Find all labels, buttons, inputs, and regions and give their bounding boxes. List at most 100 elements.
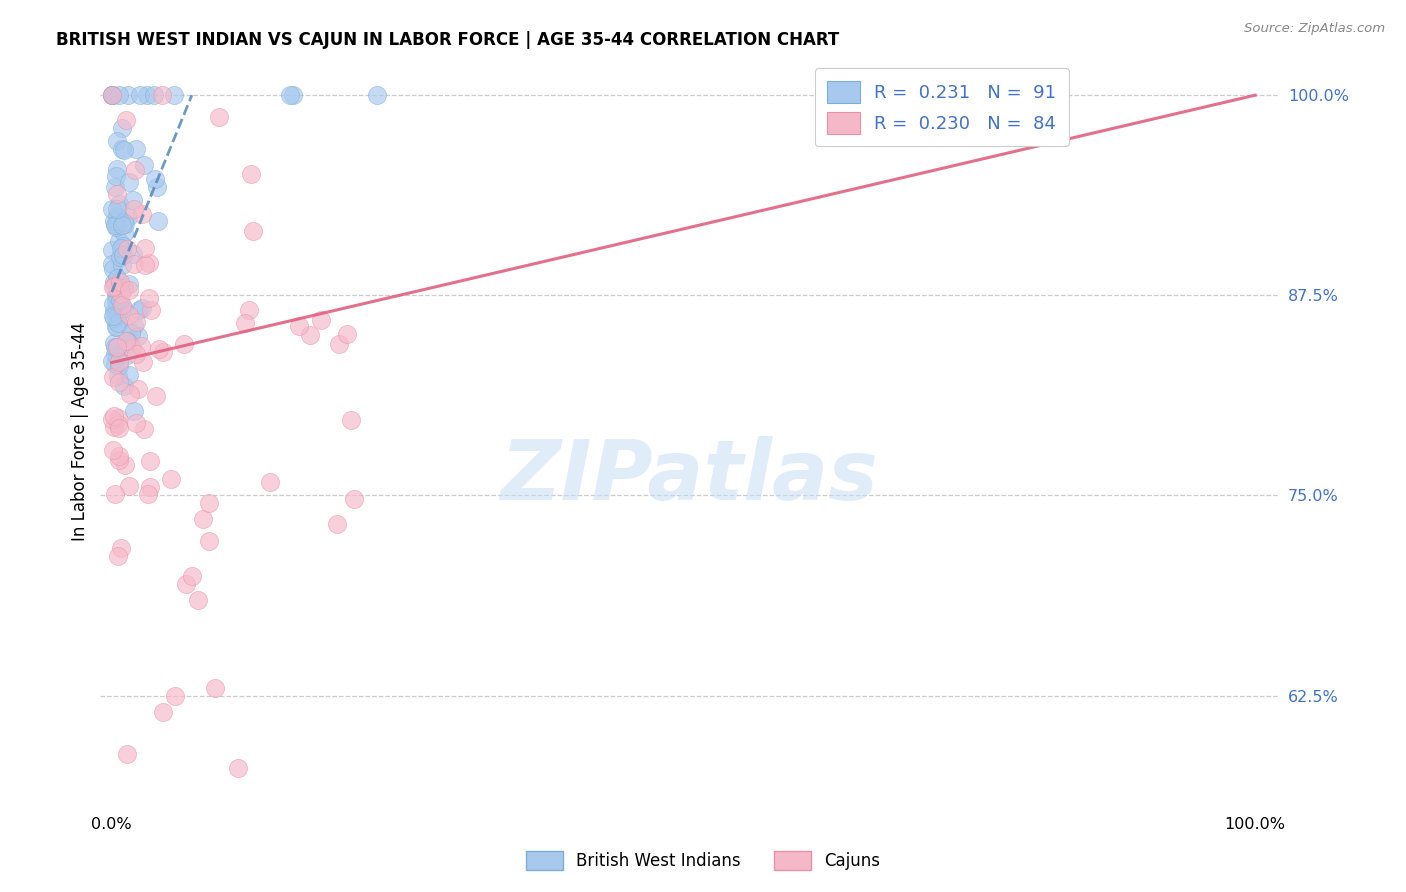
Point <box>152 705 174 719</box>
Point <box>259 475 281 489</box>
Point <box>104 357 127 371</box>
Point <box>118 308 141 322</box>
Point <box>326 516 349 531</box>
Point <box>101 309 124 323</box>
Point <box>118 335 141 350</box>
Point <box>111 248 134 262</box>
Point <box>101 88 124 103</box>
Point <box>101 280 124 294</box>
Point <box>208 110 231 124</box>
Point <box>101 88 124 103</box>
Point <box>122 318 145 333</box>
Point <box>112 281 135 295</box>
Point <box>226 761 249 775</box>
Point <box>104 218 127 232</box>
Point <box>139 480 162 494</box>
Point <box>107 308 129 322</box>
Point <box>118 479 141 493</box>
Point <box>107 375 129 389</box>
Point <box>114 112 136 127</box>
Point <box>108 293 131 308</box>
Point <box>111 219 134 233</box>
Point <box>103 275 125 289</box>
Point <box>173 337 195 351</box>
Point <box>135 88 157 103</box>
Point <box>238 302 260 317</box>
Point <box>139 302 162 317</box>
Point <box>108 275 131 289</box>
Point <box>107 355 129 369</box>
Point <box>115 747 138 762</box>
Point <box>118 387 141 401</box>
Point <box>111 258 134 272</box>
Point <box>104 169 127 183</box>
Point <box>121 341 143 355</box>
Point <box>104 180 127 194</box>
Point <box>101 370 124 384</box>
Point <box>298 327 321 342</box>
Point <box>111 298 134 312</box>
Point <box>114 227 136 241</box>
Point <box>107 417 129 432</box>
Point <box>146 179 169 194</box>
Point <box>118 175 141 189</box>
Point <box>134 259 156 273</box>
Point <box>105 340 128 354</box>
Point <box>104 487 127 501</box>
Point <box>101 202 124 217</box>
Point <box>108 421 131 435</box>
Point <box>132 157 155 171</box>
Point <box>103 278 125 293</box>
Point <box>108 301 131 315</box>
Point <box>125 346 148 360</box>
Point <box>120 326 142 340</box>
Point <box>105 319 128 334</box>
Point <box>108 452 131 467</box>
Point <box>160 472 183 486</box>
Point <box>103 310 125 325</box>
Point <box>136 487 159 501</box>
Point <box>122 202 145 217</box>
Point <box>103 336 125 351</box>
Point <box>101 257 124 271</box>
Point <box>139 454 162 468</box>
Point <box>104 347 127 361</box>
Point <box>107 549 129 564</box>
Point <box>105 202 128 216</box>
Point <box>242 224 264 238</box>
Point <box>148 343 170 357</box>
Point <box>112 215 135 229</box>
Point <box>110 286 132 301</box>
Point <box>103 214 125 228</box>
Point <box>115 334 138 349</box>
Point <box>343 491 366 506</box>
Point <box>111 142 134 156</box>
Point <box>131 207 153 221</box>
Point <box>107 197 129 211</box>
Point <box>107 271 129 285</box>
Point <box>101 88 124 103</box>
Point <box>101 354 124 368</box>
Point <box>105 217 128 231</box>
Point <box>134 241 156 255</box>
Point <box>104 220 127 235</box>
Point <box>132 422 155 436</box>
Point <box>336 327 359 342</box>
Point <box>101 442 124 457</box>
Point <box>111 281 134 295</box>
Point <box>278 88 301 103</box>
Point <box>107 359 129 373</box>
Point <box>110 301 132 316</box>
Point <box>110 241 132 255</box>
Point <box>105 187 128 202</box>
Point <box>340 412 363 426</box>
Point <box>239 168 262 182</box>
Point <box>138 256 160 270</box>
Point <box>108 88 131 103</box>
Point <box>150 88 173 103</box>
Point <box>101 88 124 103</box>
Point <box>101 262 124 277</box>
Point <box>198 533 221 548</box>
Text: BRITISH WEST INDIAN VS CAJUN IN LABOR FORCE | AGE 35-44 CORRELATION CHART: BRITISH WEST INDIAN VS CAJUN IN LABOR FO… <box>56 31 839 49</box>
Point <box>105 209 128 223</box>
